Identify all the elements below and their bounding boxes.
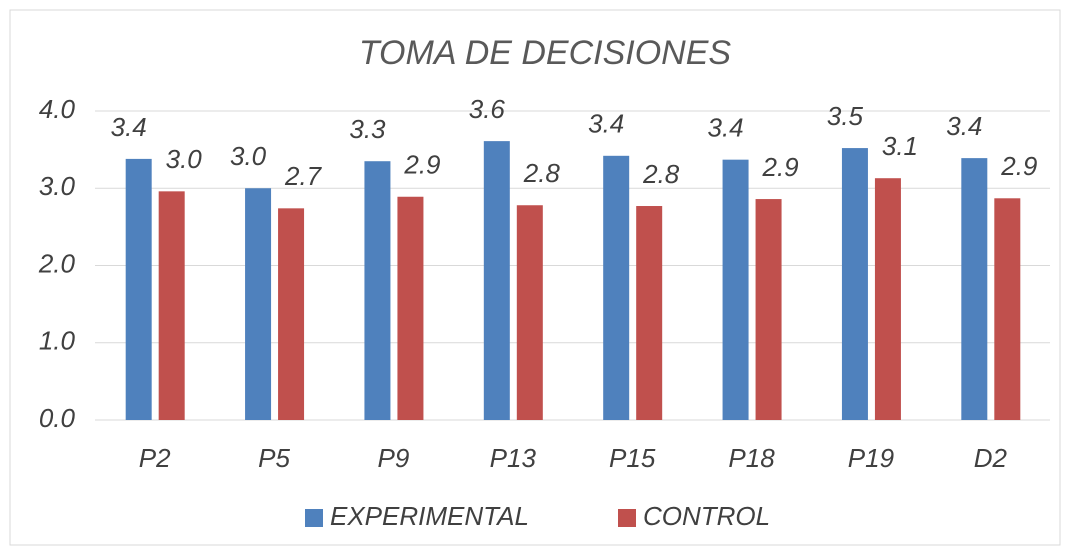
y-tick-label: 3.0 [39,171,76,201]
data-label: 3.4 [588,109,624,139]
legend-swatch [618,509,636,527]
data-label: 3.5 [827,101,864,131]
bar [874,178,901,420]
y-tick-label: 4.0 [39,94,76,124]
x-tick-label: P13 [490,443,537,473]
bar [722,159,749,421]
bar [397,196,424,420]
chart-title: TOMA DE DECISIONES [359,34,731,72]
y-tick-label: 1.0 [39,326,76,356]
bar [603,155,630,420]
bar [483,141,510,420]
bar [994,198,1021,420]
x-tick-label: P15 [609,443,656,473]
bar [841,148,868,420]
bar [364,161,391,420]
bar [636,206,663,420]
x-tick-label: P19 [848,443,894,473]
legend-swatch [305,509,323,527]
bar [158,191,185,420]
bar [516,205,543,420]
x-tick-label: P9 [378,443,410,473]
legend-label: EXPERIMENTAL [330,501,529,531]
y-tick-label: 2.0 [38,248,76,278]
data-label: 3.6 [469,94,506,124]
x-tick-label: P5 [258,443,290,473]
x-tick-label: P2 [139,443,171,473]
data-label: 3.4 [707,113,743,143]
bar [755,199,782,420]
data-label: 2.9 [1000,151,1037,181]
data-label: 2.9 [761,152,798,182]
data-label: 3.0 [230,141,267,171]
data-label: 3.4 [111,112,147,142]
bar [961,158,988,420]
data-label: 3.0 [166,144,203,174]
data-label: 3.4 [946,111,982,141]
x-tick-label: D2 [974,443,1008,473]
y-tick-label: 0.0 [39,403,76,433]
bar [278,208,305,420]
data-label: 2.7 [284,161,323,191]
bar [125,158,152,420]
data-label: 2.8 [642,159,680,189]
data-label: 3.3 [349,114,386,144]
data-label: 2.9 [403,150,440,180]
bar [245,188,272,420]
data-label: 2.8 [523,158,561,188]
data-label: 3.1 [882,131,918,161]
legend-label: CONTROL [643,501,770,531]
x-tick-label: P18 [728,443,775,473]
